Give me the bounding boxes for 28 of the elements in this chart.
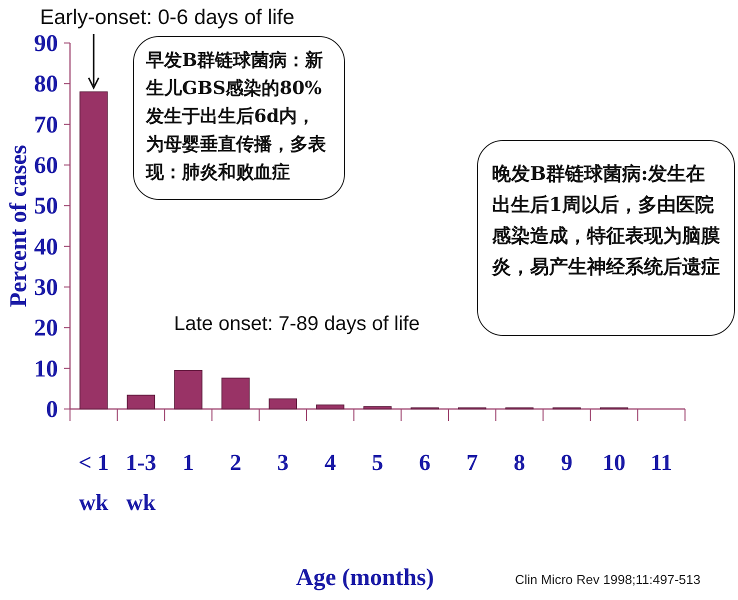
- y-tick-label: 20: [34, 316, 58, 342]
- x-tick-label: 7: [466, 450, 478, 475]
- x-tick-label: < 1 wk: [78, 450, 109, 515]
- y-tick-label: 70: [34, 112, 58, 138]
- x-tick-label: 6: [419, 450, 431, 475]
- x-tick-label: 4: [324, 450, 336, 475]
- text: Clin Micro Rev 1998;11:497-513: [515, 572, 700, 587]
- y-tick-label: 30: [34, 275, 58, 301]
- y-tick-label: 60: [34, 153, 58, 179]
- x-axis-title: Age (months): [296, 565, 434, 591]
- x-tick-label: 9: [560, 450, 572, 475]
- y-axis-title: Percent of cases: [6, 144, 32, 308]
- annotation: Early-onset: 0-6 days of life: [40, 6, 294, 29]
- x-tick-label: 10: [602, 450, 626, 475]
- y-tick-label: 80: [34, 72, 58, 98]
- x-tick-label: 5: [372, 450, 384, 475]
- y-tick-label: 40: [34, 234, 58, 260]
- x-tick-label: 8: [514, 450, 526, 475]
- x-tick-label: 11: [650, 450, 672, 475]
- x-tick-label: 3: [277, 450, 289, 475]
- x-tick-label: 2: [230, 450, 242, 475]
- x-tick-label: 1: [182, 450, 194, 475]
- y-tick-label: 10: [34, 356, 58, 382]
- annotation: Late onset: 7-89 days of life: [174, 313, 420, 335]
- y-tick-label: 0: [46, 397, 58, 423]
- y-tick-label: 50: [34, 194, 58, 220]
- y-tick-label: 90: [34, 31, 58, 57]
- x-tick-label: 1-3 wk: [126, 450, 156, 515]
